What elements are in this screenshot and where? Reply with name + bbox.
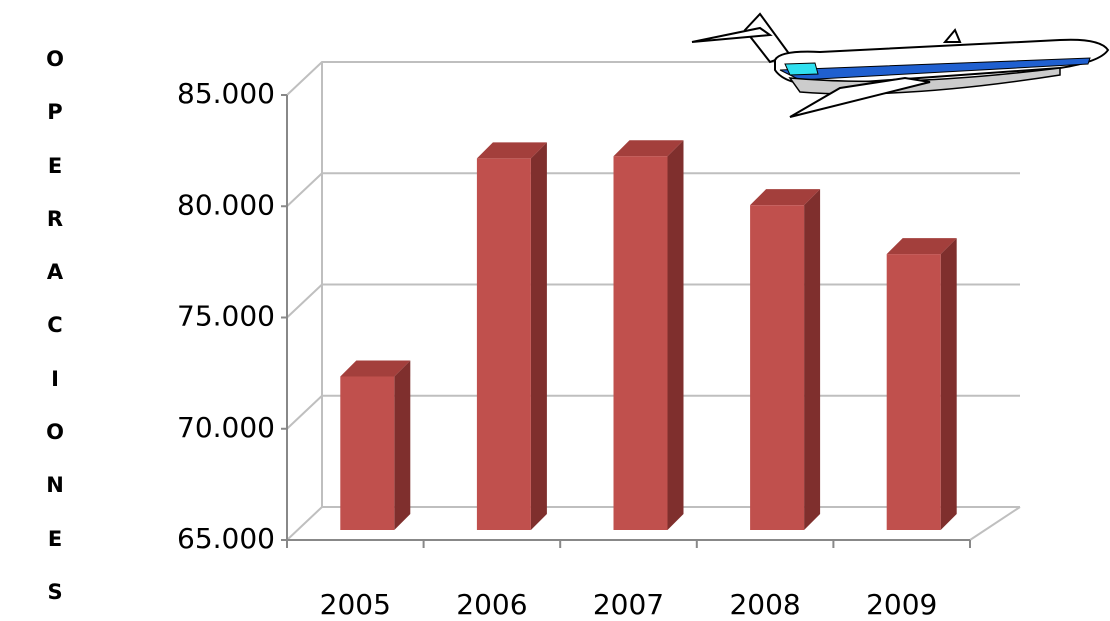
- x-tick-label: 2009: [866, 588, 937, 621]
- x-tick-label: 2007: [593, 588, 664, 621]
- bar: [476, 142, 547, 531]
- bar-side: [667, 140, 684, 530]
- bar-side: [804, 189, 821, 530]
- bar: [613, 140, 684, 530]
- bar-front: [613, 156, 668, 530]
- bar-top: [750, 189, 821, 206]
- bar-front: [886, 254, 941, 530]
- y-tick-label: 70.000: [177, 411, 275, 444]
- bar-top: [886, 238, 957, 255]
- bar: [886, 238, 957, 530]
- bar-side: [530, 142, 547, 531]
- y-tick-label: 65.000: [177, 522, 275, 555]
- bar-top: [340, 360, 411, 377]
- bar-front: [750, 205, 805, 530]
- bar-top: [613, 140, 684, 157]
- y-tick-label: 85.000: [177, 77, 275, 110]
- y-axis-label: OPERACIONES: [46, 47, 64, 604]
- x-tick-label: 2006: [456, 588, 527, 621]
- floor-edge: [969, 506, 1021, 541]
- bar-front: [476, 158, 531, 531]
- bar: [750, 189, 821, 530]
- bar-top: [476, 142, 547, 159]
- grid-line: [286, 172, 1020, 207]
- bar-side: [940, 238, 957, 530]
- bar-side: [394, 360, 411, 530]
- x-tick-label: 2008: [729, 588, 800, 621]
- airplane: [691, 12, 1110, 118]
- y-tick-label: 75.000: [177, 300, 275, 333]
- bar: [340, 360, 411, 530]
- x-tick-label: 2005: [320, 588, 391, 621]
- bar-front: [340, 376, 395, 530]
- y-tick-label: 80.000: [177, 188, 275, 221]
